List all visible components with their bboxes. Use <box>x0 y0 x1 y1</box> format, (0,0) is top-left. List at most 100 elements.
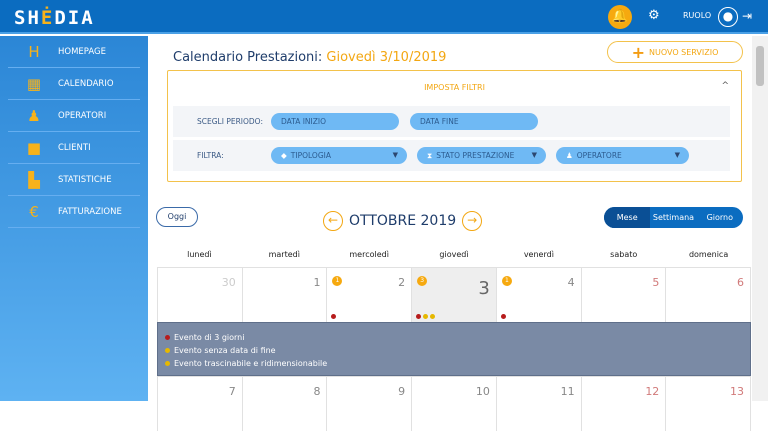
event-dot[interactable] <box>331 314 337 319</box>
chevron-down-icon: ▼ <box>392 151 398 159</box>
event-count-badge[interactable]: 3 <box>417 276 428 286</box>
stato-select[interactable]: ⧗ STATO PRESTAZIONE ▼ <box>417 147 546 164</box>
event-dot[interactable] <box>430 314 436 319</box>
collapse-caret-icon[interactable]: ^ <box>721 81 729 91</box>
day-number: 11 <box>560 385 575 398</box>
day-cell[interactable]: 11 <box>495 377 581 431</box>
main-content: Calendario Prestazioni: Giovedì 3/10/201… <box>148 36 752 431</box>
next-month-arrow-icon[interactable]: → <box>462 211 483 231</box>
day-cell[interactable]: 1 <box>241 268 327 322</box>
prev-month-arrow-icon[interactable]: ← <box>323 211 343 231</box>
event-dot[interactable] <box>500 314 506 319</box>
chevron-down-icon: ▼ <box>531 151 537 159</box>
logout-icon[interactable]: ⇥ <box>742 9 753 23</box>
end-date-input[interactable]: DATA FINE <box>410 113 538 130</box>
role-label: RUOLO <box>683 11 712 20</box>
filters-title[interactable]: IMPOSTA FILTRI <box>424 83 485 92</box>
scrollbar-thumb[interactable] <box>756 46 764 86</box>
day-cell[interactable]: 9 <box>326 377 411 431</box>
event-label: Evento senza data di fine <box>174 346 276 355</box>
event-item[interactable]: Evento trascinabile e ridimensionabile <box>165 357 743 370</box>
day-cell[interactable]: 5 <box>580 268 666 322</box>
top-bar: SHĖDIA 🔔 ⚙ RUOLO ● ⇥ <box>0 0 768 34</box>
sidebar-item-label: HOMEPAGE <box>58 46 106 57</box>
sidebar-item-label: FATTURAZIONE <box>58 206 122 217</box>
invoice-icon: € <box>29 202 39 221</box>
event-dots <box>500 314 506 319</box>
start-date-input[interactable]: DATA INIZIO <box>271 113 399 130</box>
event-dot[interactable] <box>416 314 422 319</box>
day-cell[interactable]: 6 <box>665 268 752 322</box>
notifications-bell-icon[interactable]: 🔔 <box>608 5 632 29</box>
event-count-badge[interactable]: 1 <box>501 276 512 286</box>
new-service-button[interactable]: + NUOVO SERVIZIO <box>607 41 743 63</box>
weekday-label: martedì <box>268 250 300 259</box>
sidebar-item-label: OPERATORI <box>58 110 107 121</box>
today-button[interactable]: Oggi <box>156 207 198 227</box>
day-cell[interactable]: 8 <box>241 377 327 431</box>
filter-label: FILTRA: <box>197 151 224 160</box>
period-label: SCEGLI PERIODO: <box>197 117 263 126</box>
event-dot[interactable] <box>423 314 429 319</box>
day-cell[interactable]: 30 <box>157 268 242 322</box>
event-count-badge[interactable]: 1 <box>332 276 343 286</box>
operator-icon: ♟ <box>566 151 573 160</box>
event-dots <box>416 314 436 319</box>
weekday-header: lunedì martedì mercoledì giovedì venerdì saba… <box>157 250 751 267</box>
period-row: SCEGLI PERIODO: DATA INIZIO DATA FINE <box>173 106 730 137</box>
tipologia-select[interactable]: ◆ TIPOLOGIA ▼ <box>271 147 407 164</box>
day-number: 2 <box>398 276 406 289</box>
grid-icon: ▦ <box>26 74 42 93</box>
sidebar-item-clienti[interactable]: ■ CLIENTI <box>8 132 140 164</box>
hourglass-icon: ⧗ <box>427 151 433 160</box>
day-number: 9 <box>398 385 406 398</box>
operatore-label: OPERATORE <box>576 151 622 160</box>
settings-gear-icon[interactable]: ⚙ <box>648 8 660 23</box>
sidebar-item-homepage[interactable]: H HOMEPAGE <box>8 36 140 68</box>
event-dots <box>331 314 337 319</box>
operatore-select[interactable]: ♟ OPERATORE ▼ <box>556 147 689 164</box>
month-nav: ← OTTOBRE 2019 → <box>323 211 483 231</box>
event-color-dot <box>165 361 170 366</box>
sidebar: H HOMEPAGE ▦ CALENDARIO ♟ OPERATORI ■ CLIENT… <box>0 36 148 401</box>
weekday-label: mercoledì <box>349 250 389 259</box>
day-number: 6 <box>737 276 745 289</box>
event-label: Evento trascinabile e ridimensionabile <box>174 359 328 368</box>
page-title: Calendario Prestazioni: Giovedì 3/10/201… <box>173 50 446 65</box>
sidebar-item-label: CLIENTI <box>58 142 91 153</box>
home-icon: H <box>28 42 40 61</box>
chart-icon: ▙ <box>28 170 40 189</box>
sidebar-item-fatturazione[interactable]: € FATTURAZIONE <box>8 196 140 228</box>
day-number: 12 <box>645 385 660 398</box>
scrollbar[interactable] <box>752 36 768 401</box>
event-item[interactable]: Evento senza data di fine <box>165 344 743 357</box>
stato-label: STATO PRESTAZIONE <box>436 151 515 160</box>
view-day-button[interactable]: Giorno <box>706 213 734 222</box>
sidebar-item-operatori[interactable]: ♟ OPERATORI <box>8 100 140 132</box>
title-text: Calendario Prestazioni: <box>173 50 323 65</box>
day-cell[interactable]: 13 <box>665 377 752 431</box>
current-date: Giovedì 3/10/2019 <box>326 50 447 65</box>
chevron-down-icon: ▼ <box>674 151 680 159</box>
sidebar-item-calendario[interactable]: ▦ CALENDARIO <box>8 68 140 100</box>
new-service-label: NUOVO SERVIZIO <box>649 47 719 57</box>
day-number: 30 <box>221 276 236 289</box>
view-month-button[interactable]: Mese <box>604 207 651 228</box>
event-label: Evento di 3 giorni <box>174 333 245 342</box>
filter-row: FILTRA: ◆ TIPOLOGIA ▼ ⧗ STATO PRESTAZIONE ▼ … <box>173 140 730 171</box>
user-avatar-icon[interactable]: ● <box>718 7 738 27</box>
event-item[interactable]: Evento di 3 giorni <box>165 331 743 344</box>
logo[interactable]: SHĖDIA <box>14 7 95 29</box>
day-cell[interactable]: 7 <box>157 377 242 431</box>
weekday-label: sabato <box>610 250 638 259</box>
day-cell[interactable]: 10 <box>411 377 496 431</box>
day-cell[interactable]: 12 <box>580 377 666 431</box>
view-week-button[interactable]: Settimana <box>652 213 695 222</box>
sidebar-item-statistiche[interactable]: ▙ STATISTICHE <box>8 164 140 196</box>
plus-icon: + <box>631 42 645 62</box>
month-label: OTTOBRE 2019 <box>349 213 457 229</box>
bag-icon: ■ <box>26 138 42 157</box>
